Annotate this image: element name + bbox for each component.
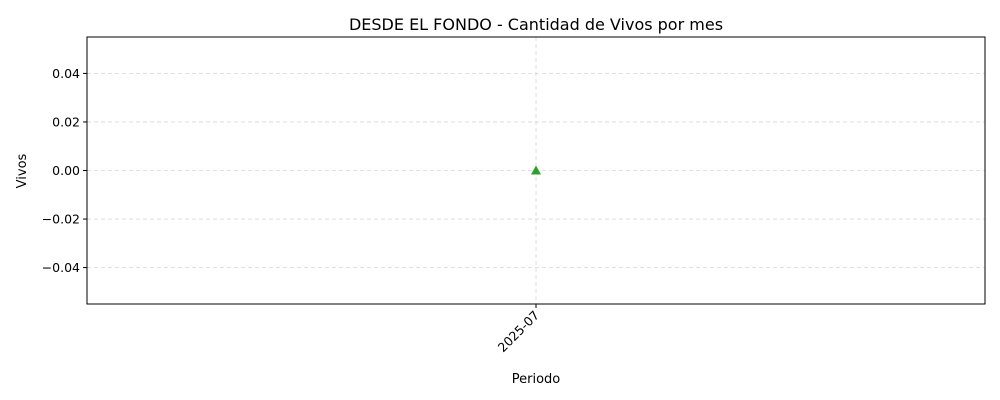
y-tick-label: 0.04 [52, 66, 80, 81]
marks-layer [531, 165, 541, 175]
data-point-marker [531, 165, 541, 175]
x-tick-label: 2025-07 [495, 308, 543, 356]
y-tick-label: −0.04 [42, 260, 80, 275]
plot-frame [86, 36, 986, 305]
x-axis-label: Periodo [512, 372, 561, 387]
y-tick-label: 0.02 [52, 114, 80, 129]
y-tick-label: 0.00 [52, 163, 80, 178]
y-axis-label: Vivos [15, 153, 30, 188]
chart-title: DESDE EL FONDO - Cantidad de Vivos por m… [349, 15, 723, 34]
ticks-layer: −0.04 −0.02 0.00 0.02 0.04 2025-07 [42, 66, 542, 355]
y-tick-label: −0.02 [42, 212, 80, 227]
